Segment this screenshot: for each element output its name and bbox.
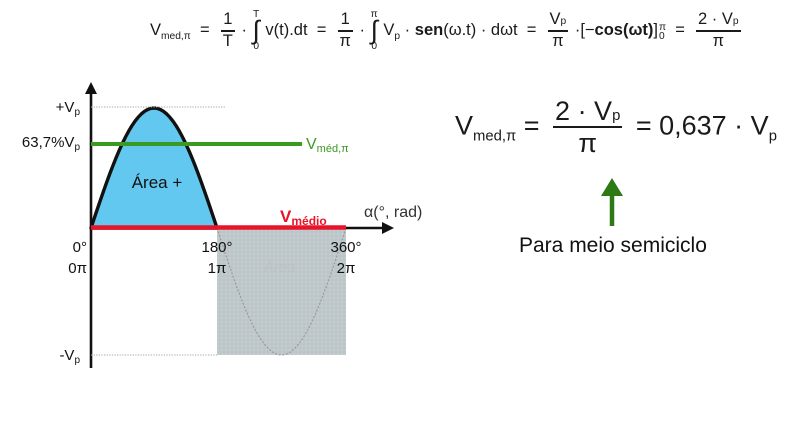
- svg-text:Área -: Área -: [263, 259, 305, 276]
- svg-text:360°: 360°: [330, 239, 361, 256]
- svg-text:0π: 0π: [68, 260, 87, 277]
- svg-text:180°: 180°: [201, 239, 232, 256]
- svg-text:0°: 0°: [73, 239, 87, 256]
- svg-text:Área +: Área +: [132, 173, 183, 192]
- svg-text:-Vp: -Vp: [59, 347, 80, 366]
- svg-text:Vméd,π: Vméd,π: [306, 136, 349, 155]
- svg-text:1π: 1π: [208, 260, 227, 277]
- svg-text:α(°, rad): α(°, rad): [364, 204, 422, 221]
- svg-text:Vmédio: Vmédio: [280, 207, 327, 228]
- svg-text:63,7%Vp: 63,7%Vp: [22, 134, 81, 153]
- svg-text:2π: 2π: [337, 260, 356, 277]
- svg-text:+Vp: +Vp: [56, 99, 81, 118]
